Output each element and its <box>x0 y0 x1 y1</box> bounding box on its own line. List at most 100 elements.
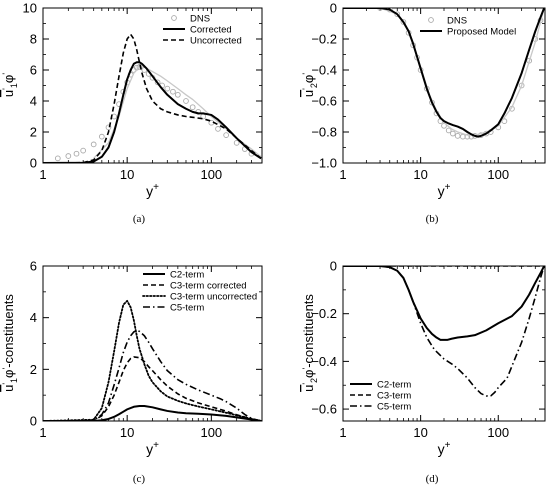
x-axis-label: y+ <box>146 440 159 457</box>
x-tick-label: 100 <box>487 425 509 440</box>
x-tick-label: 10 <box>413 167 427 182</box>
panel-caption: (d) <box>426 473 439 485</box>
legend-label: Corrected <box>190 25 232 36</box>
data-point <box>80 147 87 154</box>
y-axis-label-text: u'1φ'-constituents <box>1 294 19 392</box>
x-axis-label: y+ <box>146 182 159 199</box>
series-c3-term-uncorrected-line <box>43 299 262 421</box>
data-point <box>105 124 112 131</box>
chart-panel-d: 1 10 100 0 −0.2 −0.4 −0.6 C2-termC3-termC5-term… <box>301 259 546 485</box>
y-axis-label-text: u'2φ' <box>301 73 319 97</box>
y-axis-label-text: u'1φ' <box>1 73 19 97</box>
y-tick-label: 0 <box>330 259 337 274</box>
data-point <box>223 132 229 138</box>
y-axis-label-text: u'2φ'-constituents <box>301 294 319 392</box>
data-point <box>170 88 176 95</box>
y-tick-label: 2 <box>30 125 37 140</box>
y-tick-label: 6 <box>30 63 37 78</box>
y-tick-label: −0.2 <box>311 32 337 47</box>
legend-label: Proposed Model <box>447 27 516 38</box>
y-axis-label: u'2φ' <box>301 73 319 97</box>
legend-label: C3-term uncorrected <box>170 292 257 303</box>
y-tick-label: 2 <box>30 362 37 377</box>
data-point <box>98 133 105 140</box>
data-point <box>377 8 383 11</box>
plot-frame <box>342 265 546 422</box>
legend-label: C5-term <box>377 402 411 413</box>
y-tick-label: 8 <box>30 32 37 47</box>
data-point <box>445 127 452 134</box>
y-tick-label: −0.4 <box>311 63 337 78</box>
y-tick-label: 0 <box>30 414 37 429</box>
data-point <box>449 130 456 137</box>
x-tick-label: 1 <box>39 425 46 440</box>
x-tick-label: 10 <box>120 425 134 440</box>
legend-label: Uncorrected <box>190 36 242 47</box>
x-axis-label: y+ <box>438 182 451 199</box>
x-tick-label: 1 <box>339 425 346 440</box>
legend-label: C5-term <box>170 303 204 314</box>
series-c5-term-line <box>43 329 262 421</box>
data-point <box>464 133 471 140</box>
data-point <box>454 133 461 139</box>
data-point <box>518 82 525 89</box>
panel-caption: (b) <box>426 213 439 225</box>
legend-label: DNS <box>190 14 210 25</box>
data-point <box>164 85 171 92</box>
y-tick-label: −0.2 <box>311 306 337 321</box>
series-c2-term-line <box>343 266 545 341</box>
data-point <box>394 11 401 18</box>
x-tick-label: 100 <box>200 425 222 440</box>
data-point <box>54 155 61 162</box>
legend-marker <box>428 17 434 23</box>
y-axis-label: u'1φ' <box>1 73 19 97</box>
legend-marker <box>171 15 177 21</box>
legend-label: C3-term <box>377 391 411 402</box>
y-tick-label: −0.6 <box>311 402 337 417</box>
series-proposed-model-line <box>343 8 545 138</box>
series-dns-smooth-line <box>93 66 262 159</box>
y-tick-label: −0.8 <box>311 125 337 140</box>
y-tick-label: 0 <box>30 156 37 171</box>
y-tick-label: 4 <box>30 310 37 325</box>
data-point <box>189 104 196 111</box>
y-tick-label: 4 <box>30 94 37 109</box>
x-tick-label: 100 <box>487 167 509 182</box>
x-tick-label: 10 <box>413 425 427 440</box>
series-uncorrected-line <box>43 33 262 163</box>
x-tick-label: 100 <box>200 167 222 182</box>
data-point <box>233 140 240 146</box>
legend-label: C2-term <box>377 380 411 391</box>
x-tick-label: 1 <box>339 167 346 182</box>
data-point <box>73 150 80 157</box>
y-axis-label: u'1φ'-constituents <box>1 294 19 392</box>
legend-label: C3-term corrected <box>170 281 247 292</box>
data-point <box>154 79 161 86</box>
legend-label: C2-term <box>170 270 204 281</box>
y-tick-label: −0.4 <box>311 354 337 369</box>
data-point <box>215 126 221 132</box>
y-tick-label: −1.0 <box>311 156 337 171</box>
legend-label: DNS <box>447 16 467 27</box>
series-c5-term-line <box>343 266 545 397</box>
data-point <box>65 153 72 159</box>
panel-caption: (a) <box>133 213 146 225</box>
panel-caption: (c) <box>133 473 146 485</box>
data-point <box>183 98 189 104</box>
y-tick-label: 10 <box>23 1 37 16</box>
y-tick-label: 0 <box>330 1 337 16</box>
series-c3-term-corrected-line <box>43 356 262 421</box>
series-corrected-line <box>43 61 262 163</box>
y-tick-label: −0.6 <box>311 94 337 109</box>
x-tick-label: 1 <box>39 167 46 182</box>
x-tick-label: 10 <box>120 167 134 182</box>
data-point <box>90 141 97 148</box>
y-axis-label: u'2φ'-constituents <box>301 294 319 392</box>
